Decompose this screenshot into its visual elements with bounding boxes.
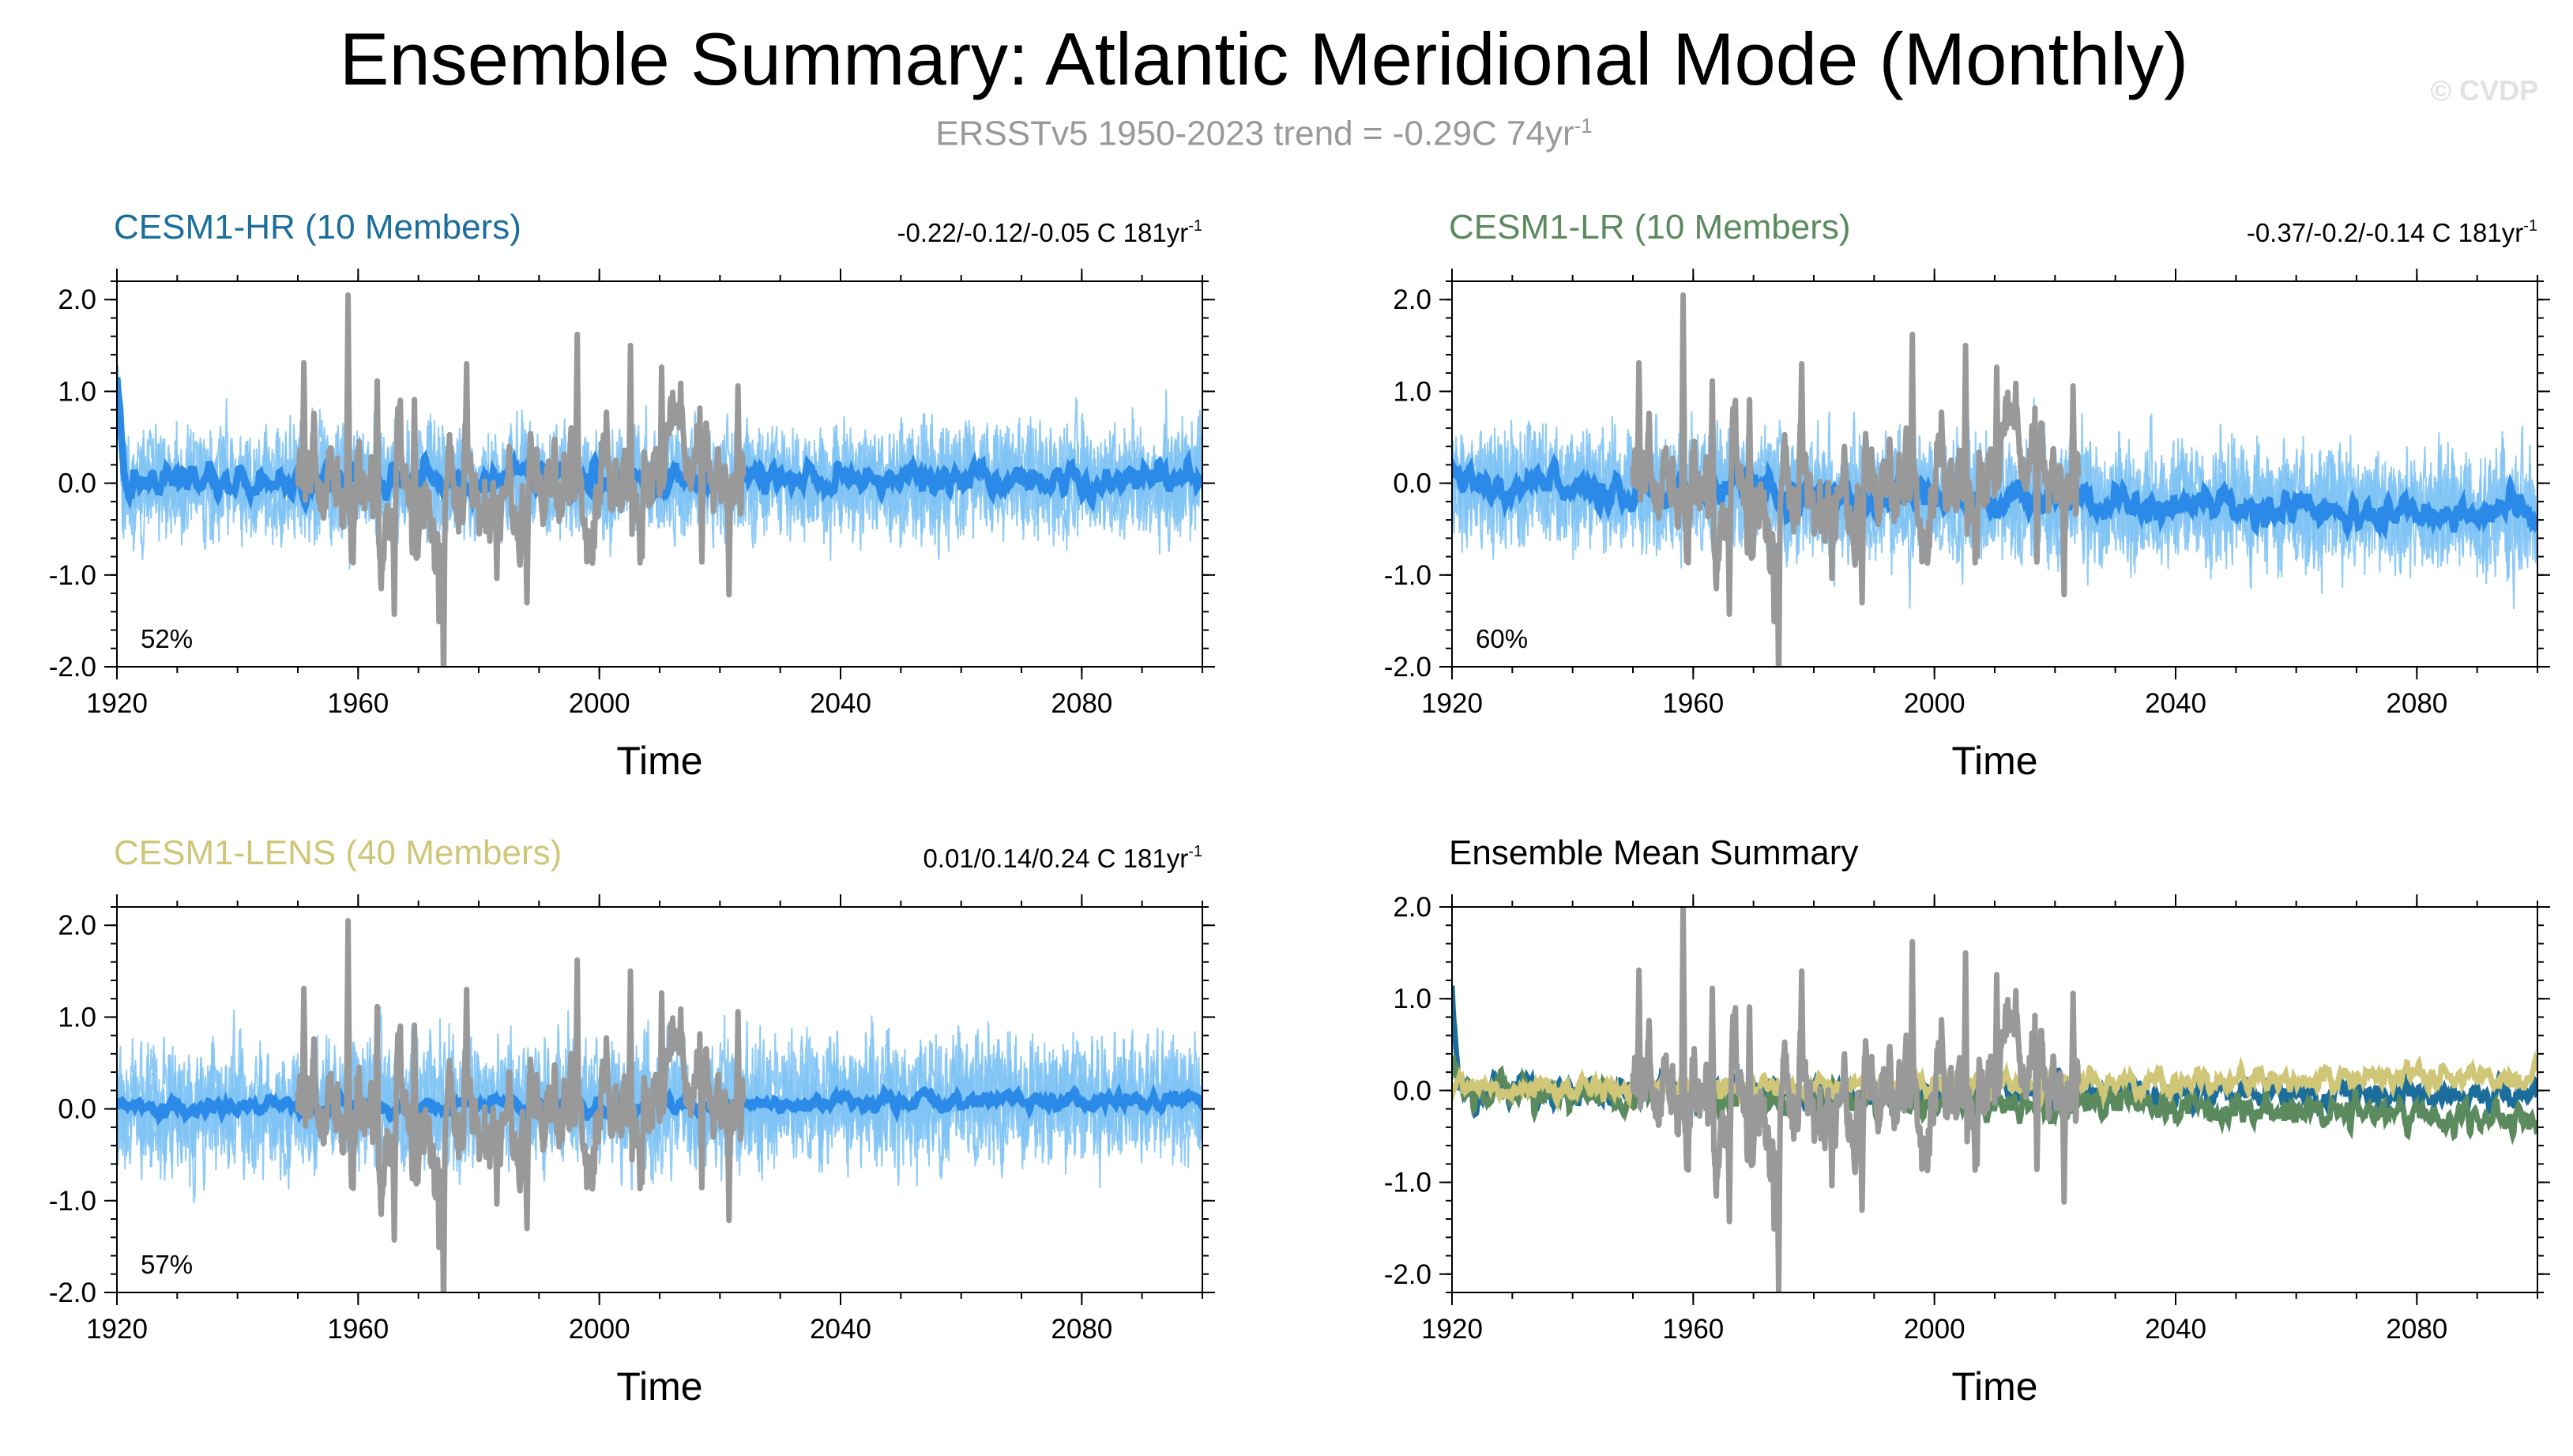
y-tick-label: 0.0 bbox=[58, 468, 96, 499]
panel-title: CESM1-HR (10 Members) bbox=[114, 208, 521, 246]
trend-text: -0.37/-0.2/-0.14 C 181yr bbox=[2247, 218, 2523, 247]
observation-line bbox=[295, 292, 747, 667]
panel-title: CESM1-LENS (40 Members) bbox=[114, 833, 562, 872]
observation-line bbox=[1630, 292, 2082, 667]
lr-mean-line bbox=[1452, 1053, 2537, 1146]
y-tick-label: 1.0 bbox=[1393, 984, 1431, 1014]
trend-annotation: 0.01/0.14/0.24 C 181yr-1 bbox=[923, 843, 1202, 873]
y-tick-label: 2.0 bbox=[58, 284, 96, 315]
y-tick-label: 1.0 bbox=[1393, 376, 1431, 407]
trend-exponent: -1 bbox=[1188, 217, 1202, 235]
panel-title: Ensemble Mean Summary bbox=[1449, 833, 1858, 872]
observation-line bbox=[295, 918, 747, 1292]
x-tick-label: 1920 bbox=[86, 688, 148, 719]
y-tick-label: -1.0 bbox=[1384, 1168, 1431, 1198]
figure-title: Ensemble Summary: Atlantic Meridional Mo… bbox=[339, 17, 2189, 100]
trend-text: 0.01/0.14/0.24 C 181yr bbox=[923, 844, 1188, 873]
x-tick-label: 1920 bbox=[1421, 688, 1483, 719]
x-tick-label: 1960 bbox=[1662, 1314, 1724, 1345]
y-tick-label: 0.0 bbox=[1393, 468, 1431, 499]
percent-label: 60% bbox=[1476, 624, 1528, 653]
y-tick-label: -1.0 bbox=[1384, 560, 1431, 591]
percent-label: 52% bbox=[141, 624, 193, 653]
x-tick-label: 2000 bbox=[1904, 688, 1965, 719]
trend-text: -0.22/-0.12/-0.05 C 181yr bbox=[897, 218, 1188, 247]
x-tick-label: 1920 bbox=[86, 1314, 148, 1345]
figure-subtitle-text: ERSSTv5 1950-2023 trend = -0.29C 74yr bbox=[935, 114, 1574, 153]
x-tick-label: 2080 bbox=[1051, 688, 1112, 719]
x-tick-label: 2040 bbox=[810, 1314, 871, 1345]
y-tick-label: 0.0 bbox=[1393, 1075, 1431, 1106]
y-tick-label: 2.0 bbox=[1393, 284, 1431, 315]
x-axis-label: Time bbox=[1951, 1364, 2037, 1409]
x-axis-label: Time bbox=[616, 1364, 702, 1409]
plot-area bbox=[1452, 907, 2537, 1292]
y-tick-label: -2.0 bbox=[1384, 652, 1431, 683]
chart-panel-summary: -2.0 -1.0 0.0 1.0 2.0 1920 1960 2000 2040 2080 Tim… bbox=[1384, 833, 2550, 1409]
x-tick-label: 2000 bbox=[1904, 1314, 1965, 1345]
copyright-watermark: © CVDP bbox=[2430, 74, 2538, 107]
x-tick-label: 2080 bbox=[2386, 688, 2447, 719]
x-tick-label: 2040 bbox=[2145, 688, 2206, 719]
x-tick-label: 2080 bbox=[1051, 1314, 1112, 1345]
observation-line bbox=[1630, 907, 2082, 1292]
x-tick-label: 1960 bbox=[1662, 688, 1724, 719]
panel-title: CESM1-LR (10 Members) bbox=[1449, 208, 1851, 246]
trend-annotation: -0.37/-0.2/-0.14 C 181yr-1 bbox=[2247, 217, 2537, 247]
y-tick-label: -1.0 bbox=[49, 1186, 96, 1217]
ensemble-mean-line bbox=[1452, 453, 2537, 543]
x-tick-label: 1920 bbox=[1421, 1314, 1483, 1345]
x-axis-label: Time bbox=[1951, 739, 2037, 783]
y-tick-label: -2.0 bbox=[1384, 1259, 1431, 1290]
trend-exponent: -1 bbox=[1188, 843, 1202, 860]
chart-panel-lr: -2.0 -1.0 0.0 1.0 2.0 1920 1960 2000 2040 2080 Tim… bbox=[1384, 208, 2550, 783]
y-tick-label: 0.0 bbox=[58, 1094, 96, 1125]
y-tick-label: -2.0 bbox=[49, 1277, 96, 1308]
y-tick-label: 2.0 bbox=[58, 910, 96, 941]
chart-panel-hr: -2.0 -1.0 0.0 1.0 2.0 1920 1960 2000 2040 2080 Tim… bbox=[49, 208, 1215, 783]
trend-annotation: -0.22/-0.12/-0.05 C 181yr-1 bbox=[897, 217, 1202, 247]
y-tick-label: -2.0 bbox=[49, 652, 96, 683]
x-tick-label: 2000 bbox=[569, 1314, 630, 1345]
plot-area bbox=[117, 918, 1202, 1292]
plot-area bbox=[117, 292, 1202, 667]
trend-exponent: -1 bbox=[2523, 217, 2537, 235]
x-tick-label: 2080 bbox=[2386, 1314, 2447, 1345]
percent-label: 57% bbox=[141, 1250, 193, 1279]
plot-area bbox=[1452, 292, 2537, 667]
x-tick-label: 1960 bbox=[327, 688, 389, 719]
y-tick-label: 1.0 bbox=[58, 1002, 96, 1033]
spread-member-line bbox=[1452, 413, 2537, 594]
figure-subtitle-exponent: -1 bbox=[1574, 114, 1593, 137]
y-tick-label: 2.0 bbox=[1393, 892, 1431, 923]
y-tick-label: 1.0 bbox=[58, 376, 96, 407]
x-tick-label: 1960 bbox=[327, 1314, 389, 1345]
x-axis-label: Time bbox=[616, 739, 702, 783]
x-tick-label: 2040 bbox=[2145, 1314, 2206, 1345]
figure-subtitle: ERSSTv5 1950-2023 trend = -0.29C 74yr-1 bbox=[0, 105, 2528, 155]
chart-panel-lens: -2.0 -1.0 0.0 1.0 2.0 1920 1960 2000 2040 2080 Tim… bbox=[49, 833, 1215, 1409]
y-tick-label: -1.0 bbox=[49, 560, 96, 591]
x-tick-label: 2040 bbox=[810, 688, 871, 719]
x-tick-label: 2000 bbox=[569, 688, 630, 719]
